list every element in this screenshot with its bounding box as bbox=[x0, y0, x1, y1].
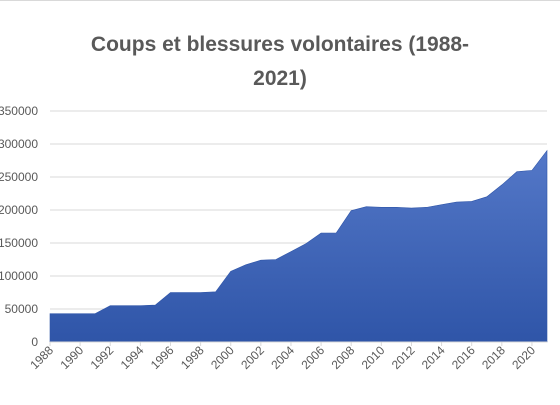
x-tick-label: 1996 bbox=[148, 343, 177, 372]
x-tick-label: 2018 bbox=[479, 343, 508, 372]
y-tick-label: 300000 bbox=[0, 137, 38, 151]
y-tick-label: 0 bbox=[31, 335, 38, 349]
x-tick-label: 2020 bbox=[509, 343, 538, 372]
x-tick-label: 1998 bbox=[178, 343, 207, 372]
area-fill bbox=[49, 149, 548, 343]
y-tick-label: 350000 bbox=[0, 104, 38, 118]
y-tick-label: 150000 bbox=[0, 236, 38, 250]
x-tick-label: 2000 bbox=[208, 343, 237, 372]
x-tick-label: 1992 bbox=[88, 343, 117, 372]
x-tick-label: 2010 bbox=[359, 343, 388, 372]
y-tick-label: 50000 bbox=[5, 302, 39, 316]
y-tick-label: 100000 bbox=[0, 269, 38, 283]
y-axis-ticks: 0 50000 100000 150000 200000 250000 300000 3500… bbox=[0, 104, 38, 349]
chart-title: Coups et blessures volontaires (1988- 20… bbox=[90, 33, 470, 90]
x-tick-label: 2006 bbox=[298, 343, 327, 372]
x-axis-ticks: 1988 1990 1992 1994 1996 1998 2000 2002 2004 2006… bbox=[27, 342, 538, 372]
x-tick-label: 2012 bbox=[389, 343, 418, 372]
x-tick-label: 1990 bbox=[57, 343, 86, 372]
x-tick-label: 2002 bbox=[238, 343, 267, 372]
x-tick-label: 2014 bbox=[419, 343, 448, 372]
y-tick-label: 200000 bbox=[0, 203, 38, 217]
x-tick-label: 2008 bbox=[329, 343, 358, 372]
area-series bbox=[49, 149, 548, 343]
x-tick-label: 2016 bbox=[449, 343, 478, 372]
y-tick-label: 250000 bbox=[0, 170, 38, 184]
x-tick-label: 2004 bbox=[268, 343, 297, 372]
x-tick-label: 1994 bbox=[118, 343, 147, 372]
